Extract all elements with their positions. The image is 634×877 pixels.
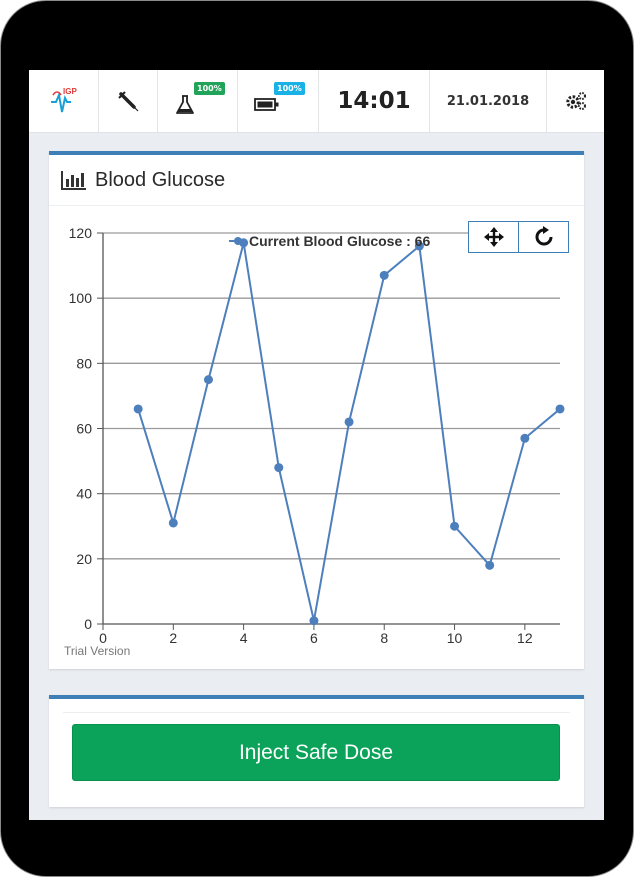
legend-swatch-marker [234,237,242,245]
data-point[interactable] [309,616,319,626]
data-point[interactable] [344,417,354,427]
series-line [137,242,561,621]
data-point[interactable] [520,433,530,443]
data-point[interactable] [555,404,565,414]
x-tick-label: 4 [240,630,248,646]
pan-button[interactable] [469,222,518,252]
action-panel: Inject Safe Dose [49,695,584,807]
refresh-icon [535,226,552,246]
data-point[interactable] [168,518,178,528]
flask-icon [175,95,194,114]
inject-safe-dose-button[interactable]: Inject Safe Dose [72,724,560,781]
trial-watermark: Trial Version [64,644,130,658]
gears-icon [565,92,586,110]
x-tick-label: 8 [380,630,388,646]
action-divider [63,712,570,713]
y-tick-label: 100 [69,290,93,306]
y-tick-label: 20 [76,551,92,567]
date: 21.01.2018 [446,93,530,109]
x-tick-label: 10 [447,630,463,646]
reservoir-badge: 100% [194,82,225,95]
syringe-icon [118,91,139,112]
data-point[interactable] [379,270,389,280]
battery-status[interactable]: 100% [238,70,319,132]
settings-button[interactable] [547,70,604,132]
x-tick-label: 0 [99,630,107,646]
y-tick-label: 0 [84,616,92,632]
data-point[interactable] [450,521,460,531]
reset-button[interactable] [518,222,568,252]
clock: 14:01 [337,88,411,114]
y-tick-label: 80 [76,355,92,371]
data-point[interactable] [274,463,284,473]
battery-badge: 100% [274,82,305,95]
heartbeat-logo-icon: IGP [50,87,77,113]
logo-text: IGP [63,87,77,96]
x-tick-label: 6 [310,630,318,646]
data-point[interactable] [485,560,495,570]
status-bar: IGP 100% [29,70,604,133]
panel-title: Blood Glucose [95,168,226,191]
app-screen: IGP 100% [29,70,604,820]
date-cell: 21.01.2018 [430,70,547,132]
legend-label[interactable]: Current Blood Glucose : 66 [249,233,430,249]
chart-series [133,238,565,626]
chart-ticks: 0 20 40 60 80 100 120 0 2 4 6 8 10 12 [69,225,533,646]
y-tick-label: 60 [76,421,92,437]
blood-glucose-panel: Blood Glucose 0 20 40 60 80 100 120 0 2 4 6 8 10 12 C… [49,151,584,669]
app-logo[interactable]: IGP [29,70,99,132]
y-tick-label: 120 [69,225,93,241]
reservoir-status[interactable]: 100% [158,70,238,132]
panel-header: Blood Glucose [49,155,584,206]
data-point[interactable] [133,404,143,414]
move-arrows-icon [483,227,504,247]
chart-legend[interactable]: Current Blood Glucose : 66 [229,233,430,249]
data-point[interactable] [203,375,213,385]
pen-status[interactable] [99,70,158,132]
y-tick-label: 40 [76,486,92,502]
x-tick-label: 2 [169,630,177,646]
glucose-line-chart: 0 20 40 60 80 100 120 0 2 4 6 8 10 12 Current Blood G… [64,225,565,658]
data-point[interactable] [414,241,424,251]
battery-icon [254,98,279,111]
bar-chart-icon [61,171,86,190]
clock-cell: 14:01 [319,70,430,132]
x-tick-label: 12 [517,630,533,646]
chart-toolbar [468,221,569,253]
chart-grid [103,232,560,560]
